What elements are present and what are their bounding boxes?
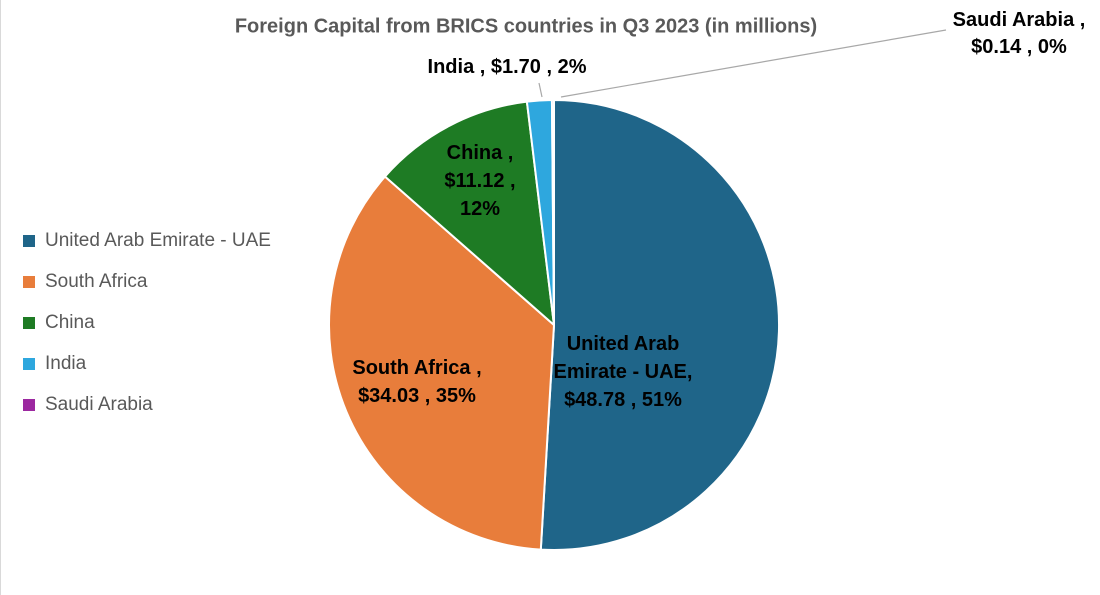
legend-label-india: India <box>45 352 87 374</box>
legend-swatch-china <box>23 316 35 329</box>
data-label-china: China , $11.12 , 12% <box>444 139 515 223</box>
pie-slices <box>328 99 780 551</box>
legend-swatch-saudi-arabia <box>23 398 35 411</box>
legend-item-china: China <box>23 302 271 343</box>
data-label-china-line3: 12% <box>459 198 501 220</box>
data-label-south-africa-line1: South Africa , <box>352 357 482 379</box>
data-label-saudi-line2: $0.14 , 0% <box>971 36 1067 58</box>
data-label-china-line1: China , <box>446 142 514 164</box>
data-label-south-africa: South Africa , $34.03 , 35% <box>352 354 481 410</box>
data-label-china-line2: $11.12 , <box>444 170 516 192</box>
pie-slice-south-africa <box>328 175 555 551</box>
data-label-uae: United Arab Emirate - UAE, $48.78 , 51% <box>554 330 693 414</box>
legend-swatch-india <box>23 357 35 370</box>
legend-item-south-africa: South Africa <box>23 261 271 302</box>
legend-item-india: India <box>23 343 271 384</box>
data-label-uae-line1: United Arab <box>566 333 680 355</box>
legend-label-china: China <box>45 311 95 333</box>
legend-label-uae: United Arab Emirate - UAE <box>45 229 271 251</box>
data-label-uae-line3: $48.78 , 51% <box>564 389 682 411</box>
legend: United Arab Emirate - UAE South Africa C… <box>23 220 271 425</box>
saudi-leader-line <box>560 29 947 98</box>
legend-swatch-uae <box>23 234 35 247</box>
data-label-india: India , $1.70 , 2% <box>428 53 587 81</box>
data-label-saudi-arabia: Saudi Arabia , $0.14 , 0% <box>953 7 1086 61</box>
pie-slice-saudi-arabia <box>550 99 555 326</box>
data-label-uae-line2: Emirate - UAE, <box>553 361 693 383</box>
legend-label-south-africa: South Africa <box>45 270 148 292</box>
legend-item-saudi-arabia: Saudi Arabia <box>23 384 271 425</box>
legend-label-saudi-arabia: Saudi Arabia <box>45 393 153 415</box>
legend-item-uae: United Arab Emirate - UAE <box>23 220 271 261</box>
pie-slice-united-arab-emirate-uae <box>539 99 780 551</box>
india-leader-line <box>538 82 543 98</box>
data-label-india-line: India , $1.70 , 2% <box>427 56 587 78</box>
chart-title: Foreign Capital from BRICS countries in … <box>234 15 818 38</box>
pie-slice-china <box>383 100 555 326</box>
legend-swatch-south-africa <box>23 275 35 288</box>
data-label-saudi-line1: Saudi Arabia , <box>952 9 1086 31</box>
data-label-south-africa-line2: $34.03 , 35% <box>358 385 476 407</box>
